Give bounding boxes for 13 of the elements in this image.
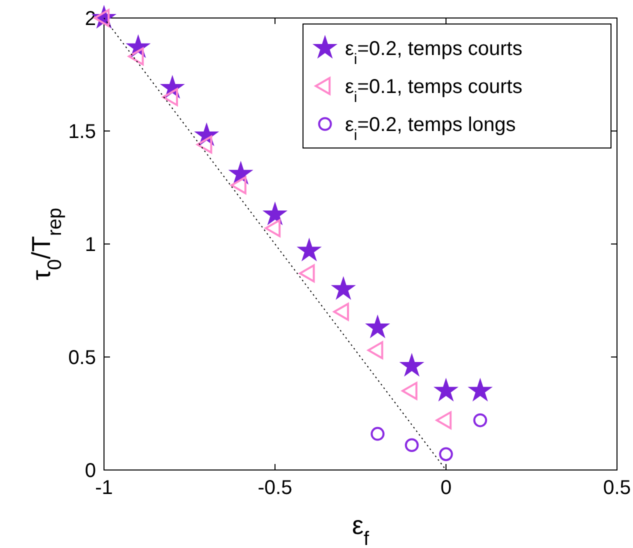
y-tick-label: 2 <box>84 8 96 30</box>
y-tick-label: 1.5 <box>68 121 96 143</box>
y-tick-label: 0 <box>84 460 96 482</box>
x-axis-title: ε$_{f}$ <box>352 510 370 548</box>
x-tick-label: 0 <box>440 477 452 499</box>
legend-label: ε$_{i}$=0.2, temps courts <box>345 38 522 68</box>
y-tick-label: 1 <box>84 234 96 256</box>
y-tick-label: 0.5 <box>68 347 96 369</box>
x-tick-label: 0.5 <box>603 477 631 499</box>
legend-label: ε$_{i}$=0.2, temps longs <box>345 114 516 144</box>
legend-label: ε$_{i}$=0.1, temps courts <box>345 76 522 106</box>
x-tick-label: -0.5 <box>258 477 292 499</box>
x-tick-label: -1 <box>95 477 113 499</box>
